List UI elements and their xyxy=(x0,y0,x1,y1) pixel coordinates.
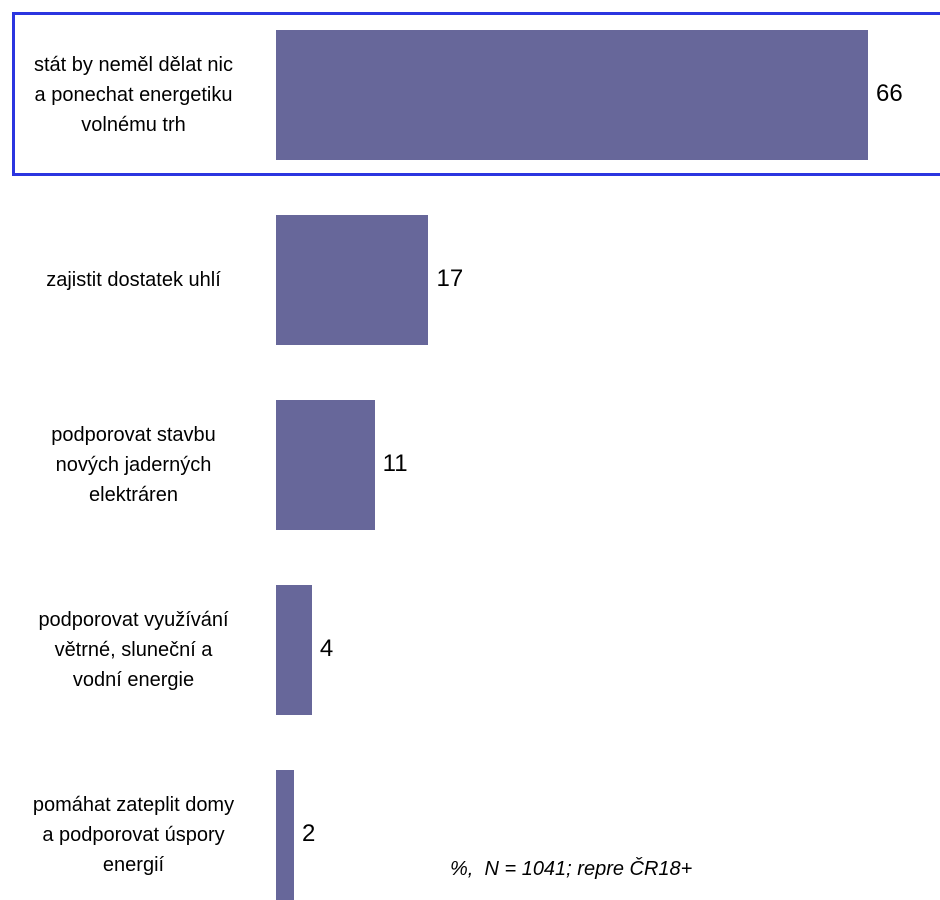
value-label: 4 xyxy=(319,635,334,662)
highlight-frame xyxy=(12,12,940,176)
category-label: pomáhat zateplit domy a podporovat úspor… xyxy=(32,794,235,876)
value-label: 11 xyxy=(382,450,408,477)
chart-note: %, N = 1041; repre ČR18+ xyxy=(450,858,693,880)
value-label: 66 xyxy=(876,80,903,107)
category-label: podporovat využívání větrné, sluneční a … xyxy=(38,609,229,691)
bar xyxy=(276,585,312,715)
value-label: 17 xyxy=(436,265,464,292)
category-label: zajistit dostatek uhlí xyxy=(46,269,221,291)
value-label: 2 xyxy=(301,820,316,847)
bar xyxy=(276,215,429,345)
bar xyxy=(276,770,294,900)
category-label: stát by neměl dělat nic a ponechat energ… xyxy=(34,54,233,136)
bar xyxy=(276,400,375,530)
category-label: podporovat stavbu nových jaderných elekt… xyxy=(51,424,216,506)
bar xyxy=(276,30,868,160)
